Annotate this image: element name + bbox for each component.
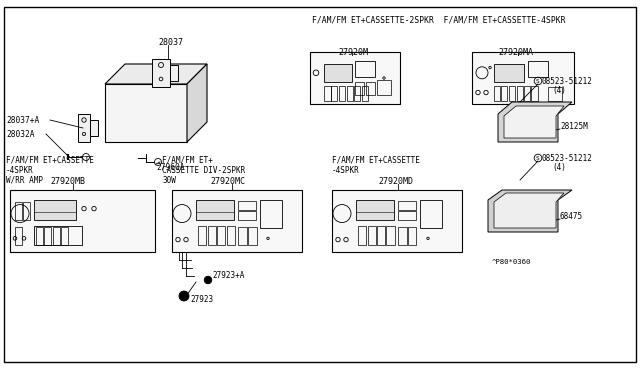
- Bar: [472, 52, 574, 104]
- Text: 27923: 27923: [190, 295, 213, 305]
- Bar: [198, 226, 206, 244]
- Bar: [358, 226, 366, 244]
- Bar: [15, 227, 22, 244]
- Bar: [398, 201, 416, 210]
- Bar: [36, 227, 43, 244]
- Bar: [377, 80, 391, 94]
- Bar: [356, 200, 394, 220]
- Bar: [332, 190, 462, 252]
- Bar: [516, 86, 523, 102]
- Bar: [238, 201, 256, 210]
- Bar: [152, 59, 170, 87]
- Bar: [408, 227, 417, 244]
- Bar: [354, 86, 360, 102]
- Text: -4SPKR: -4SPKR: [6, 166, 34, 174]
- Text: 08523-51212: 08523-51212: [542, 77, 593, 86]
- Text: -4SPKR: -4SPKR: [332, 166, 360, 174]
- Bar: [34, 200, 76, 220]
- Polygon shape: [498, 102, 572, 142]
- Text: 27923+A: 27923+A: [212, 272, 244, 280]
- Bar: [398, 227, 406, 244]
- Text: 27960A: 27960A: [156, 163, 184, 171]
- Bar: [238, 227, 246, 244]
- Bar: [15, 202, 22, 220]
- Text: 68475: 68475: [560, 212, 583, 221]
- Bar: [217, 226, 225, 244]
- Bar: [528, 61, 548, 77]
- Bar: [387, 226, 395, 244]
- Text: (4): (4): [552, 163, 566, 171]
- Text: CASSETTE DIV-2SPKR: CASSETTE DIV-2SPKR: [162, 166, 245, 174]
- Text: 27920MB: 27920MB: [50, 176, 85, 186]
- Text: 27920MD: 27920MD: [378, 176, 413, 186]
- Text: 27920MA: 27920MA: [498, 48, 533, 57]
- Bar: [377, 226, 385, 244]
- Bar: [172, 190, 302, 252]
- Text: S: S: [536, 78, 540, 83]
- Bar: [524, 86, 530, 102]
- Text: 08523-51212: 08523-51212: [542, 154, 593, 163]
- Bar: [362, 86, 368, 102]
- Polygon shape: [488, 190, 572, 232]
- Bar: [170, 65, 178, 81]
- Bar: [367, 226, 376, 244]
- Bar: [501, 86, 508, 102]
- Text: 27920MC: 27920MC: [210, 176, 245, 186]
- Bar: [531, 86, 538, 102]
- Text: ^P80*0360: ^P80*0360: [492, 259, 531, 265]
- Bar: [324, 86, 330, 102]
- Bar: [420, 200, 442, 228]
- Bar: [366, 81, 375, 94]
- Bar: [355, 81, 364, 94]
- Polygon shape: [494, 193, 564, 228]
- Circle shape: [179, 291, 189, 301]
- Bar: [494, 64, 524, 82]
- Bar: [346, 86, 353, 102]
- Bar: [548, 87, 562, 102]
- Bar: [207, 226, 216, 244]
- Bar: [78, 114, 90, 142]
- Bar: [494, 86, 500, 102]
- Bar: [10, 190, 155, 252]
- Text: 28032A: 28032A: [6, 129, 35, 138]
- Bar: [23, 202, 30, 220]
- Bar: [105, 84, 187, 142]
- Bar: [44, 227, 51, 244]
- Text: F/AM/FM ET+CASSETTE: F/AM/FM ET+CASSETTE: [6, 155, 94, 164]
- Text: F/AM/FM ET+CASSETTE: F/AM/FM ET+CASSETTE: [332, 155, 420, 164]
- Bar: [324, 64, 352, 82]
- Text: 30W: 30W: [162, 176, 176, 185]
- Bar: [90, 120, 98, 136]
- Text: 27920M: 27920M: [338, 48, 368, 57]
- Bar: [238, 211, 256, 220]
- Bar: [52, 227, 60, 244]
- Text: 28037: 28037: [158, 38, 183, 46]
- Bar: [339, 86, 345, 102]
- Text: F/AM/FM ET+CASSETTE-2SPKR  F/AM/FM ET+CASSETTE-4SPKR: F/AM/FM ET+CASSETTE-2SPKR F/AM/FM ET+CAS…: [312, 16, 566, 25]
- Bar: [248, 227, 257, 244]
- Polygon shape: [187, 64, 207, 142]
- Polygon shape: [504, 106, 564, 138]
- Bar: [331, 86, 337, 102]
- Bar: [260, 200, 282, 228]
- Text: W/RR AMP: W/RR AMP: [6, 176, 43, 185]
- Polygon shape: [105, 64, 207, 84]
- Text: (4): (4): [552, 86, 566, 94]
- Text: 28037+A: 28037+A: [6, 115, 39, 125]
- Text: 28125M: 28125M: [560, 122, 588, 131]
- Text: F/AM/FM ET+: F/AM/FM ET+: [162, 155, 213, 164]
- Bar: [355, 61, 375, 77]
- Bar: [310, 52, 400, 104]
- Bar: [34, 226, 82, 244]
- Bar: [61, 227, 68, 244]
- Text: S: S: [536, 155, 540, 160]
- Circle shape: [204, 276, 212, 284]
- Bar: [398, 211, 416, 220]
- Bar: [509, 86, 515, 102]
- Bar: [196, 200, 234, 220]
- Bar: [227, 226, 235, 244]
